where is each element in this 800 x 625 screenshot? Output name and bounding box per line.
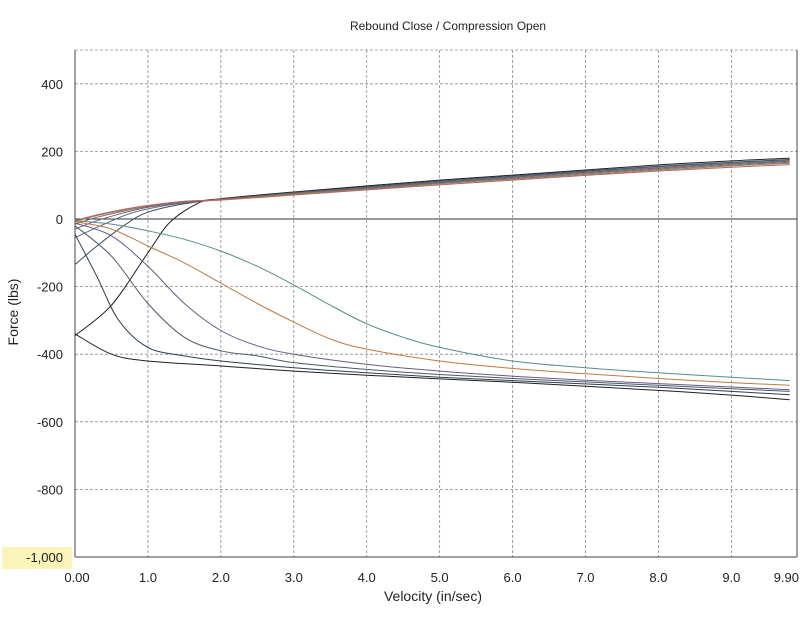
plot-frame [74,49,798,558]
y-tick-label: 0 [56,212,63,227]
y-axis-title: Force (lbs) [5,279,21,346]
gridlines [75,50,797,557]
x-tick-label: 7.0 [576,570,594,585]
y-tick-labels: 400 200 0 -200 -400 -600 -800 -1,000 [26,77,63,565]
series-group [74,157,790,401]
x-tick-label: 1.0 [139,570,157,585]
series-line-4 [74,160,790,230]
x-tick-label: 6.0 [504,570,522,585]
series-line-1 [74,157,790,336]
chart-title: Rebound Close / Compression Open [350,19,546,33]
series-line-13 [74,220,790,382]
series-line-3 [74,159,790,239]
y-tick-highlight [2,547,72,569]
series-line-12 [74,221,790,386]
y-tick-label: -200 [37,280,63,295]
y-tick-label: 200 [41,144,63,159]
series-line-9 [74,233,790,396]
series-line-8 [74,333,790,401]
y-tick-label: -400 [37,347,63,362]
y-tick-label: -1,000 [26,550,63,565]
x-tick-label: 0.00 [64,570,89,585]
x-tick-label: 2.0 [212,570,230,585]
series-line-6 [74,162,790,223]
y-tick-label: 400 [41,77,63,92]
x-tick-label: 3.0 [285,570,303,585]
series-line-11 [74,222,790,391]
series-line-10 [74,225,790,392]
x-tick-label: 8.0 [649,570,667,585]
x-tick-label: 5.0 [431,570,449,585]
x-tick-labels: 0.00 1.0 2.0 3.0 4.0 5.0 6.0 7.0 8.0 9.0 9.90 [64,570,799,585]
x-axis-title: Velocity (in/sec) [384,588,482,604]
series-line-5 [74,161,790,225]
x-tick-label: 4.0 [358,570,376,585]
series-line-2 [74,159,790,265]
series-line-7 [74,164,790,222]
y-tick-label: -800 [37,482,63,497]
x-tick-label: 9.90 [774,570,799,585]
y-tick-label: -600 [37,415,63,430]
x-tick-label: 9.0 [722,570,740,585]
